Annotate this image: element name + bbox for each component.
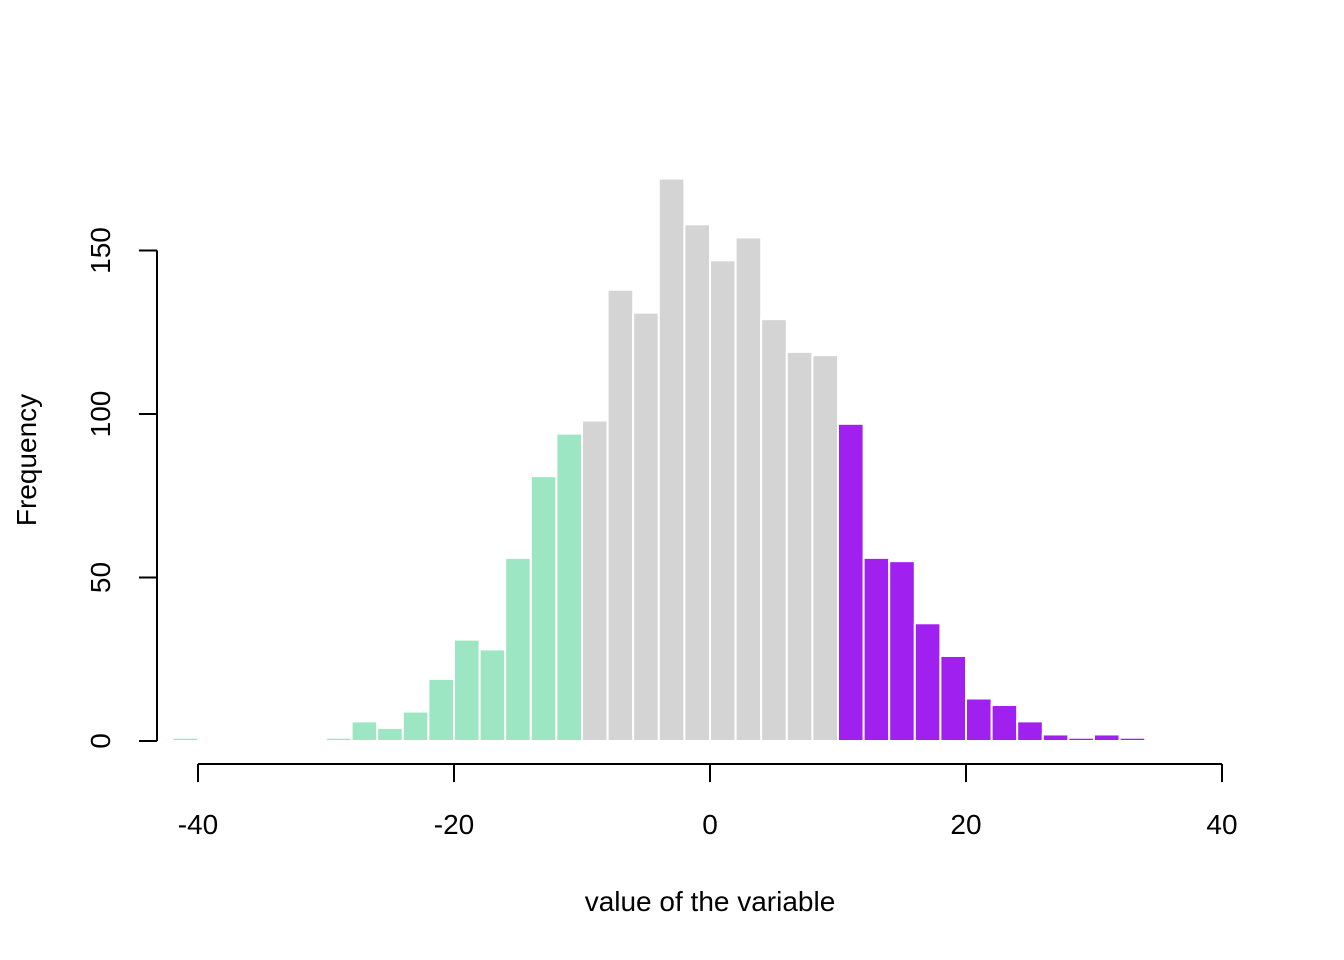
y-axis: 0 50 100 150	[85, 227, 158, 749]
histogram-bar-27	[990, 704, 1019, 743]
histogram-bar-24	[913, 622, 942, 743]
y-tick-label: 100	[85, 391, 116, 438]
y-axis-label: Frequency	[11, 394, 42, 526]
histogram-bar-31	[1093, 733, 1121, 743]
histogram-bar-17	[734, 236, 763, 742]
histogram-bar-12	[606, 288, 635, 742]
y-tick-label: 150	[85, 227, 116, 274]
histogram-bars	[171, 177, 1147, 743]
histogram-bar-13	[632, 311, 660, 742]
histogram-bar-26	[965, 697, 993, 742]
x-axis-label: value of the variable	[585, 886, 836, 917]
histogram-bar-22	[862, 556, 891, 742]
histogram-bar-2	[350, 720, 379, 743]
histogram-bar-23	[888, 560, 916, 743]
x-axis: -40 -20 0 20 40	[178, 763, 1238, 840]
histogram-bar-1	[325, 736, 353, 742]
y-tick-label: 0	[85, 733, 116, 749]
histogram-bar-20	[811, 354, 840, 742]
histogram-bar-5	[427, 677, 455, 742]
x-tick-label: -20	[434, 809, 474, 840]
x-tick-label: 20	[950, 809, 981, 840]
histogram-bar-0	[171, 736, 199, 742]
histogram-bar-10	[555, 432, 584, 742]
histogram-bar-21	[837, 422, 865, 742]
histogram-bar-28	[1016, 720, 1044, 743]
histogram-bar-9	[529, 475, 558, 742]
histogram-bar-19	[785, 350, 814, 742]
histogram-bar-25	[939, 654, 968, 742]
x-tick-label: 0	[702, 809, 718, 840]
y-tick-label: 50	[85, 562, 116, 593]
histogram-bar-4	[401, 710, 430, 743]
histogram-bar-32	[1118, 736, 1147, 742]
histogram-bar-8	[504, 556, 532, 742]
histogram-bar-16	[709, 259, 737, 742]
histogram-bar-11	[581, 419, 609, 742]
histogram-bar-3	[376, 726, 404, 742]
x-tick-label: 40	[1206, 809, 1237, 840]
histogram-bar-18	[760, 318, 788, 742]
histogram-bar-6	[453, 638, 481, 743]
histogram-bar-7	[478, 648, 507, 742]
histogram-bar-15	[683, 223, 712, 742]
histogram-bar-29	[1041, 733, 1070, 743]
x-tick-label: -40	[178, 809, 218, 840]
histogram-bar-30	[1067, 736, 1096, 742]
histogram-bar-14	[657, 177, 686, 742]
